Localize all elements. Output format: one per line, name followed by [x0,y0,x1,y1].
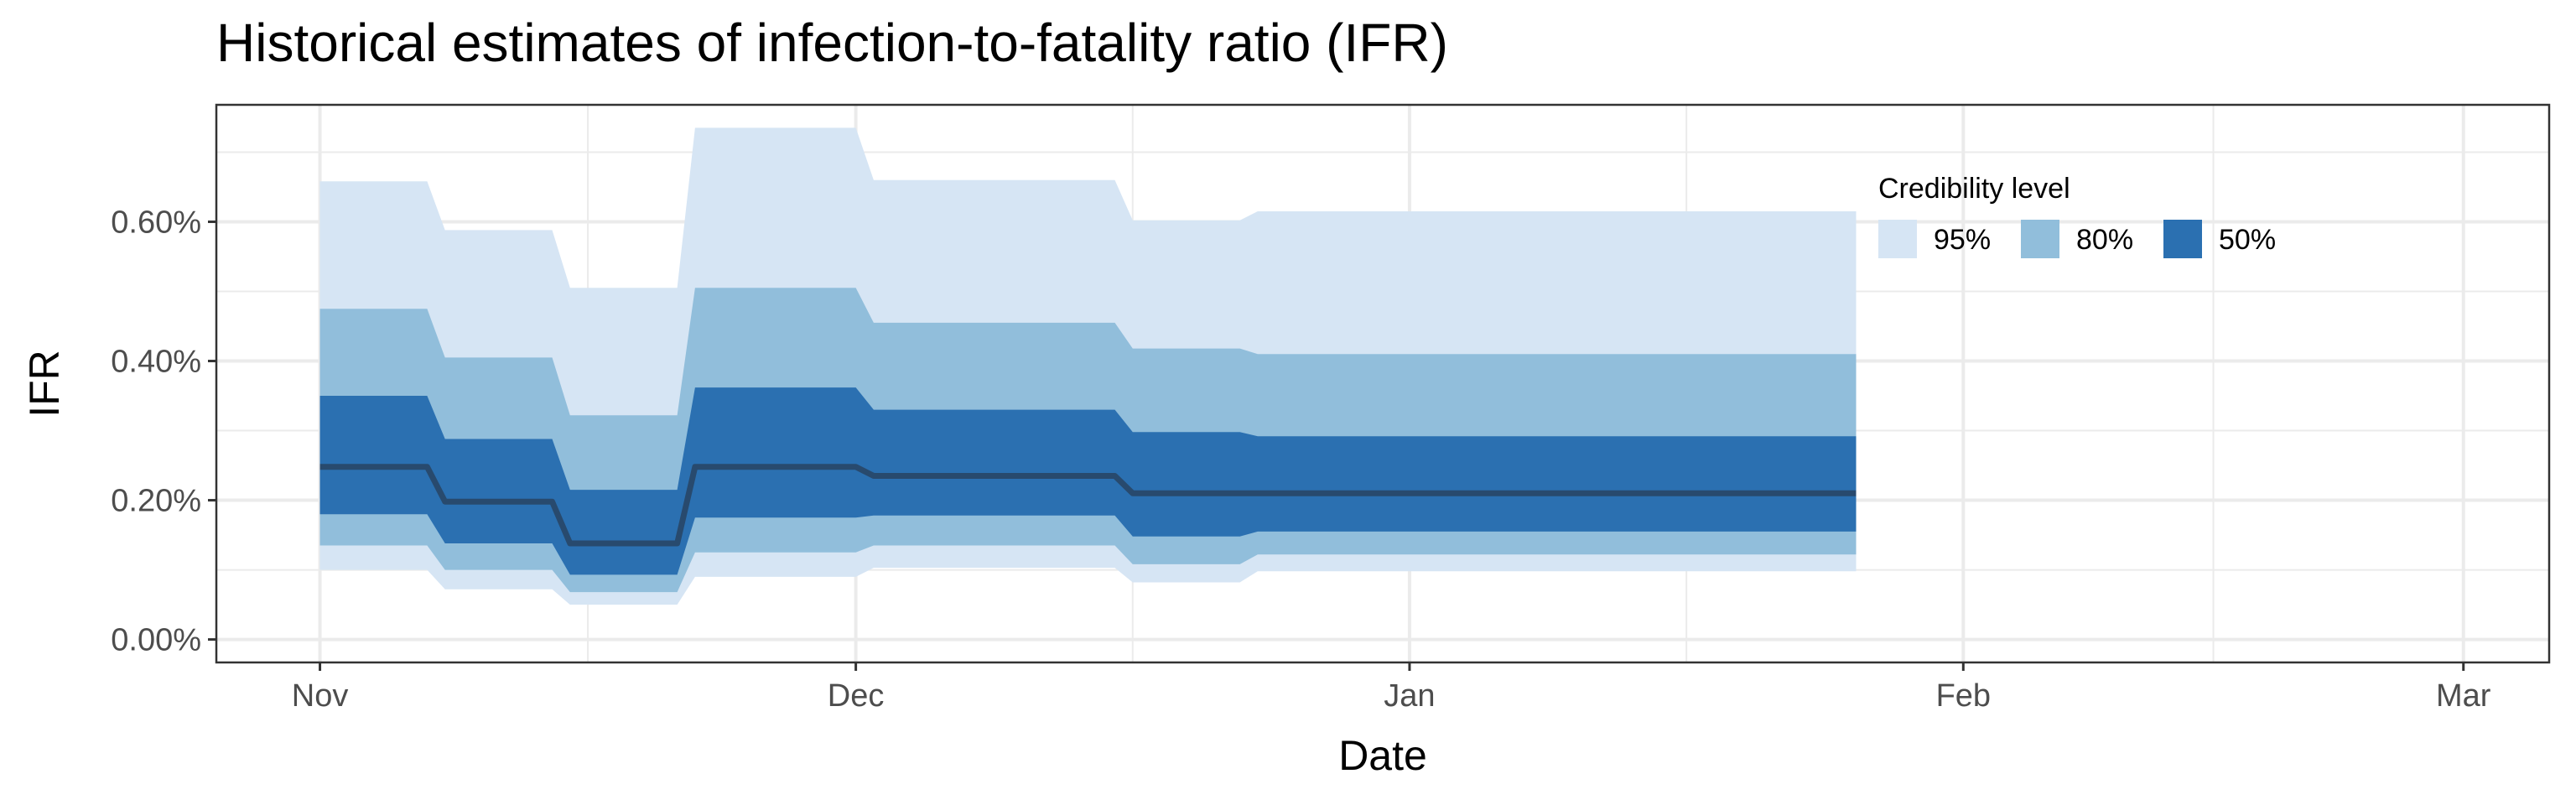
y-tick-label-3: 0.60% [111,205,201,240]
legend-title: Credibility level [1878,173,2070,205]
x-tick-label-0: Nov [292,678,349,714]
x-tick-label-3: Feb [1936,678,1991,714]
x-tick-label-2: Jan [1384,678,1435,714]
legend-label-2: 50% [2219,224,2276,256]
x-axis-title: Date [1338,732,1427,779]
x-tick-label-1: Dec [828,678,885,714]
y-tick-label-0: 0.00% [111,623,201,658]
median-line [319,464,1857,547]
legend-label-0: 95% [1934,224,1991,256]
band-50 [319,387,1857,575]
legend-key-2 [2163,220,2202,258]
legend-label-1: 80% [2076,224,2133,256]
x-tick-label-4: Mar [2436,678,2491,714]
chart-title: Historical estimates of infection-to-fat… [216,13,1448,73]
legend-key-0 [1878,220,1917,258]
plot-border [215,103,2551,664]
legend-key-1 [2021,220,2059,258]
y-tick-label-1: 0.20% [111,484,201,519]
y-tick-label-2: 0.40% [111,345,201,380]
y-axis-title: IFR [21,350,68,418]
